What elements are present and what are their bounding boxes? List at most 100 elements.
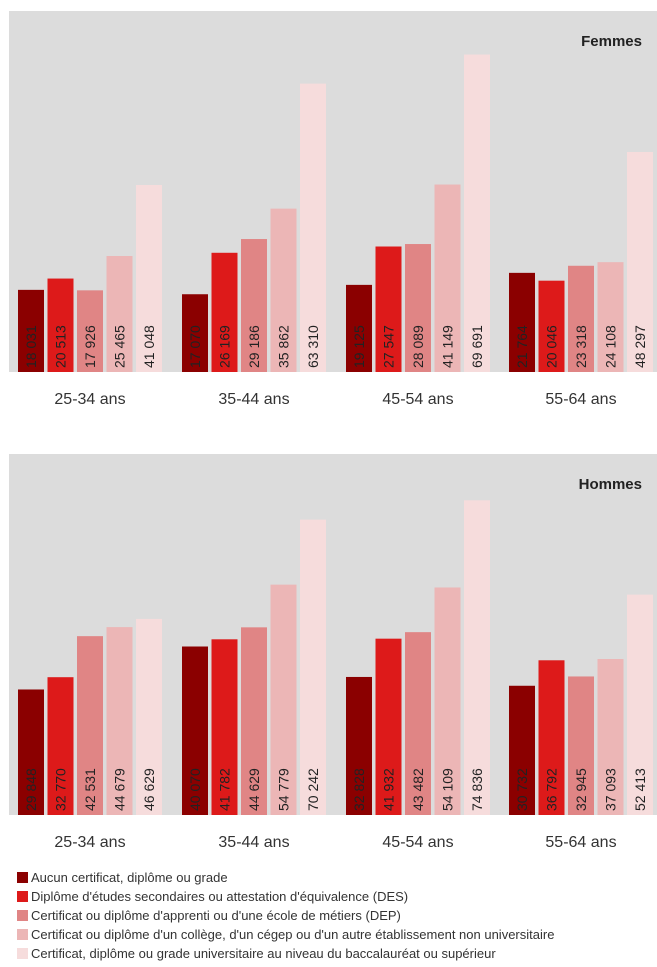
bar [464, 54, 490, 373]
legend-item-universitaire: Certificat, diplôme ou grade universitai… [17, 944, 657, 963]
bar [538, 660, 565, 815]
bar-value-label: 63 310 [305, 325, 321, 368]
bar-value-label: 30 732 [514, 768, 530, 811]
legend-swatch [17, 891, 28, 902]
chart-hommes-svg: Hommes 29 848 32 770 42 531 44 679 46 629 25-3… [9, 454, 657, 851]
bar-value-label: 32 770 [53, 768, 69, 811]
bar [106, 627, 133, 815]
legend-swatch [17, 910, 28, 921]
bar [136, 618, 162, 815]
bar-value-label: 32 945 [573, 768, 589, 811]
chart-legend: Aucun certificat, diplôme ou grade Diplô… [17, 868, 657, 963]
bar [568, 265, 594, 372]
bar [77, 290, 103, 372]
chart-title: Femmes [581, 33, 642, 50]
bar [375, 246, 402, 372]
bar-value-label: 42 531 [82, 768, 98, 811]
bar [300, 519, 326, 815]
legend-swatch [17, 929, 28, 940]
bar [405, 632, 431, 815]
bar-value-label: 17 070 [187, 325, 203, 368]
bar-value-label: 23 318 [573, 325, 589, 368]
bar [375, 638, 402, 815]
bar-value-label: 29 186 [246, 325, 262, 368]
legend-label: Aucun certificat, diplôme ou grade [31, 870, 228, 885]
bar [627, 151, 653, 372]
bar [136, 185, 162, 372]
bar [182, 646, 208, 815]
bar [106, 255, 133, 372]
bar-value-label: 27 547 [381, 325, 397, 368]
category-label: 55-64 ans [545, 834, 616, 851]
bar-value-label: 28 089 [410, 325, 426, 368]
bar-value-label: 17 926 [82, 325, 98, 368]
chart-title: Hommes [579, 476, 642, 493]
bar-value-label: 35 862 [276, 325, 292, 368]
bar [211, 639, 238, 815]
bar-value-label: 44 679 [112, 768, 128, 811]
chart-hommes: Hommes 29 848 32 770 42 531 44 679 46 629 25-3… [0, 443, 657, 863]
bar-value-label: 48 297 [632, 325, 648, 368]
category-label: 45-54 ans [382, 391, 453, 408]
legend-item-college: Certificat ou diplôme d'un collège, d'un… [17, 925, 657, 944]
bar [18, 289, 44, 372]
bar [270, 584, 297, 815]
bar [405, 244, 431, 372]
bar-value-label: 19 125 [351, 325, 367, 368]
bar-value-label: 70 242 [305, 768, 321, 811]
bar-value-label: 36 792 [544, 768, 560, 811]
bar [509, 272, 535, 372]
bar-value-label: 20 513 [53, 325, 69, 368]
legend-label: Certificat ou diplôme d'un collège, d'un… [31, 927, 555, 942]
bar-value-label: 29 848 [23, 768, 39, 811]
bar-value-label: 40 070 [187, 768, 203, 811]
category-label: 35-44 ans [218, 834, 289, 851]
bar-value-label: 24 108 [603, 325, 619, 368]
bar [627, 594, 653, 815]
category-label: 45-54 ans [382, 834, 453, 851]
bar [434, 587, 461, 815]
bar-value-label: 69 691 [469, 325, 485, 368]
bar [211, 252, 238, 372]
bar-value-label: 41 782 [217, 768, 233, 811]
bar [597, 262, 624, 372]
bar [300, 83, 326, 373]
bar [182, 294, 208, 372]
category-label: 55-64 ans [545, 391, 616, 408]
category-label: 25-34 ans [54, 834, 125, 851]
bar-value-label: 26 169 [217, 325, 233, 368]
bar-value-label: 21 764 [514, 325, 530, 368]
bar [509, 685, 535, 815]
bar [18, 689, 44, 815]
category-label: 35-44 ans [218, 391, 289, 408]
bar [464, 500, 490, 815]
legend-label: Diplôme d'études secondaires ou attestat… [31, 889, 409, 904]
bar [77, 636, 103, 815]
legend-swatch [17, 948, 28, 959]
bar [538, 280, 565, 372]
category-label: 25-34 ans [54, 391, 125, 408]
legend-swatch [17, 872, 28, 883]
bar-value-label: 25 465 [112, 325, 128, 368]
bar-value-label: 43 482 [410, 768, 426, 811]
bar-value-label: 20 046 [544, 325, 560, 368]
bar [346, 284, 372, 372]
bar [47, 278, 74, 372]
bar-value-label: 44 629 [246, 768, 262, 811]
chart-femmes: Femmes 18 031 20 513 17 926 25 465 41 048 25-3… [0, 0, 657, 420]
bar-value-label: 74 836 [469, 768, 485, 811]
bar-value-label: 41 149 [440, 325, 456, 368]
bar-value-label: 54 779 [276, 768, 292, 811]
bar [270, 208, 297, 372]
bar [597, 659, 624, 815]
legend-item-dep: Certificat ou diplôme d'apprenti ou d'un… [17, 906, 657, 925]
bar-value-label: 41 932 [381, 768, 397, 811]
legend-label: Certificat, diplôme ou grade universitai… [31, 946, 496, 961]
bar-value-label: 37 093 [603, 768, 619, 811]
bar-value-label: 32 828 [351, 768, 367, 811]
legend-item-des: Diplôme d'études secondaires ou attestat… [17, 887, 657, 906]
bar [568, 676, 594, 815]
bar [47, 677, 74, 815]
bar [241, 627, 267, 815]
bar-value-label: 52 413 [632, 768, 648, 811]
